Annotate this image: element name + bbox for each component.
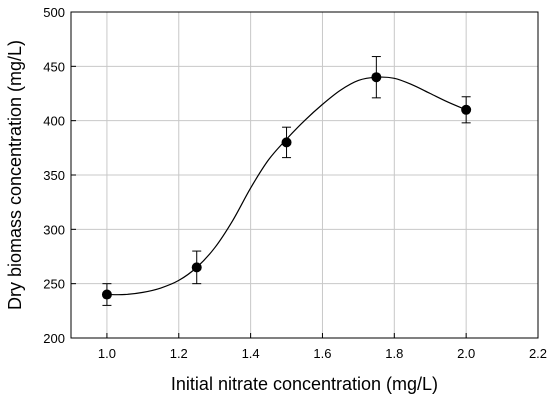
y-tick-label: 300 bbox=[43, 222, 65, 237]
data-point bbox=[461, 104, 472, 115]
x-tick-label: 1.8 bbox=[385, 346, 403, 361]
x-tick-label: 2.2 bbox=[529, 346, 547, 361]
x-tick-label: 1.2 bbox=[170, 346, 188, 361]
y-axis-title: Dry biomass concentration (mg/L) bbox=[5, 40, 25, 310]
data-point bbox=[191, 262, 202, 273]
data-point-layer bbox=[101, 72, 472, 300]
data-point bbox=[101, 289, 112, 300]
y-tick-label: 450 bbox=[43, 59, 65, 74]
y-tick-label: 400 bbox=[43, 114, 65, 129]
x-tick-label: 1.6 bbox=[313, 346, 331, 361]
y-tick-label: 500 bbox=[43, 5, 65, 20]
x-tick-label: 1.0 bbox=[98, 346, 116, 361]
y-tick-label: 350 bbox=[43, 168, 65, 183]
grid-layer bbox=[71, 12, 538, 338]
fit-curve bbox=[106, 76, 467, 296]
x-tick-label: 1.4 bbox=[242, 346, 260, 361]
tick-layer: 1.0 1.2 1.4 1.6 1.8 2.0 2.2 200 250 300 350 400 450 5… bbox=[43, 5, 547, 361]
error-bar-layer bbox=[102, 56, 471, 306]
y-tick-label: 200 bbox=[43, 331, 65, 346]
x-axis-title: Initial nitrate concentration (mg/L) bbox=[171, 374, 438, 394]
data-point bbox=[281, 137, 292, 148]
x-tick-label: 2.0 bbox=[457, 346, 475, 361]
fit-curve-layer bbox=[106, 76, 467, 296]
y-tick-label: 250 bbox=[43, 277, 65, 292]
data-point bbox=[371, 72, 382, 83]
